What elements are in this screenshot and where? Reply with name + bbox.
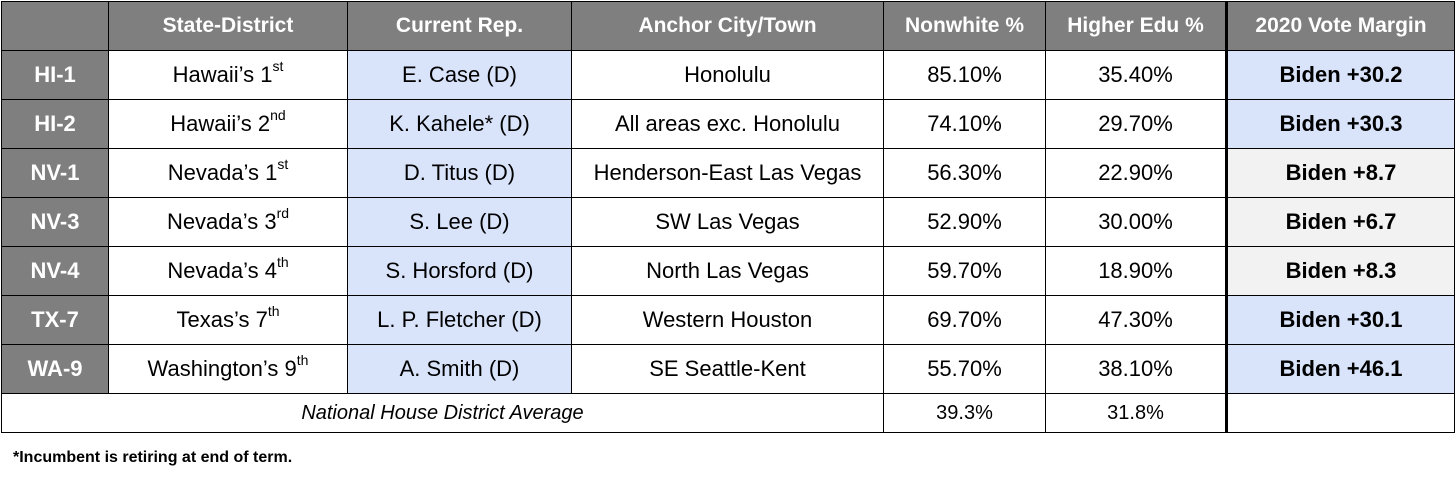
district-ordinal-suffix: th bbox=[267, 302, 280, 319]
district-ordinal-suffix: st bbox=[272, 57, 284, 74]
nonwhite-cell: 55.70% bbox=[883, 344, 1046, 394]
current-rep-cell: S. Horsford (D) bbox=[347, 246, 572, 296]
district-name-cell: Hawaii’s 2nd bbox=[108, 99, 348, 149]
table-row: HI-1 Hawaii’s 1st E. Case (D) Honolulu 85.10… bbox=[1, 50, 1455, 100]
district-name-cell: Nevada’s 1st bbox=[108, 148, 348, 198]
vote-margin-cell: Biden +8.3 bbox=[1225, 246, 1455, 296]
current-rep-cell: A. Smith (D) bbox=[347, 344, 572, 394]
anchor-city-cell: North Las Vegas bbox=[571, 246, 884, 296]
district-table: State-District Current Rep. Anchor City/… bbox=[1, 1, 1455, 433]
district-name-cell: Washington’s 9th bbox=[108, 344, 348, 394]
district-name: Hawaii’s 2 bbox=[170, 111, 271, 136]
district-ordinal-suffix: nd bbox=[270, 106, 286, 123]
anchor-city-cell: Honolulu bbox=[571, 50, 884, 100]
anchor-city-cell: SE Seattle-Kent bbox=[571, 344, 884, 394]
header-rep: Current Rep. bbox=[347, 1, 572, 51]
anchor-city-cell: SW Las Vegas bbox=[571, 197, 884, 247]
average-edu: 31.8% bbox=[1045, 393, 1227, 433]
vote-margin-cell: Biden +30.2 bbox=[1225, 50, 1455, 100]
nonwhite-cell: 69.70% bbox=[883, 295, 1046, 345]
header-code bbox=[1, 1, 109, 51]
nonwhite-cell: 74.10% bbox=[883, 99, 1046, 149]
table-row: NV-4 Nevada’s 4th S. Horsford (D) North Las… bbox=[1, 246, 1455, 296]
footnote: *Incumbent is retiring at end of term. bbox=[13, 449, 293, 466]
table-row: NV-3 Nevada’s 3rd S. Lee (D) SW Las Vegas 52… bbox=[1, 197, 1455, 247]
vote-margin-cell: Biden +6.7 bbox=[1225, 197, 1455, 247]
header-nonwhite: Nonwhite % bbox=[883, 1, 1046, 51]
current-rep-cell: D. Titus (D) bbox=[347, 148, 572, 198]
table-row: TX-7 Texas’s 7th L. P. Fletcher (D) Western… bbox=[1, 295, 1455, 345]
district-ordinal-suffix: th bbox=[296, 351, 309, 368]
district-name: Nevada’s 4 bbox=[167, 258, 277, 283]
header-district: State-District bbox=[108, 1, 348, 51]
table-row: HI-2 Hawaii’s 2nd K. Kahele* (D) All areas … bbox=[1, 99, 1455, 149]
district-code-cell: WA-9 bbox=[1, 344, 109, 394]
district-name-cell: Nevada’s 4th bbox=[108, 246, 348, 296]
current-rep-cell: S. Lee (D) bbox=[347, 197, 572, 247]
nonwhite-cell: 52.90% bbox=[883, 197, 1046, 247]
anchor-city-cell: Western Houston bbox=[571, 295, 884, 345]
district-name-cell: Hawaii’s 1st bbox=[108, 50, 348, 100]
vote-margin-cell: Biden +30.3 bbox=[1225, 99, 1455, 149]
district-name: Nevada’s 1 bbox=[167, 160, 278, 185]
district-ordinal-suffix: th bbox=[276, 253, 289, 270]
average-row: National House District Average 39.3% 31… bbox=[1, 393, 1455, 433]
current-rep-cell: E. Case (D) bbox=[347, 50, 572, 100]
table-row: NV-1 Nevada’s 1st D. Titus (D) Henderson-Ea… bbox=[1, 148, 1455, 198]
table-row: WA-9 Washington’s 9th A. Smith (D) SE Seatt… bbox=[1, 344, 1455, 394]
nonwhite-cell: 59.70% bbox=[883, 246, 1046, 296]
higher-edu-cell: 30.00% bbox=[1045, 197, 1227, 247]
district-code-cell: TX-7 bbox=[1, 295, 109, 345]
higher-edu-cell: 22.90% bbox=[1045, 148, 1227, 198]
district-code-cell: HI-1 bbox=[1, 50, 109, 100]
average-nonwhite: 39.3% bbox=[883, 393, 1046, 433]
district-name-cell: Texas’s 7th bbox=[108, 295, 348, 345]
district-code-cell: HI-2 bbox=[1, 99, 109, 149]
district-name: Washington’s 9 bbox=[147, 356, 297, 381]
district-ordinal-suffix: st bbox=[277, 155, 289, 172]
vote-margin-cell: Biden +46.1 bbox=[1225, 344, 1455, 394]
district-code-cell: NV-4 bbox=[1, 246, 109, 296]
vote-margin-cell: Biden +8.7 bbox=[1225, 148, 1455, 198]
header-city: Anchor City/Town bbox=[571, 1, 884, 51]
district-name-cell: Nevada’s 3rd bbox=[108, 197, 348, 247]
district-name: Nevada’s 3 bbox=[166, 209, 277, 234]
anchor-city-cell: All areas exc. Honolulu bbox=[571, 99, 884, 149]
header-edu: Higher Edu % bbox=[1045, 1, 1227, 51]
district-code-cell: NV-3 bbox=[1, 197, 109, 247]
higher-edu-cell: 35.40% bbox=[1045, 50, 1227, 100]
nonwhite-cell: 85.10% bbox=[883, 50, 1046, 100]
header-row: State-District Current Rep. Anchor City/… bbox=[1, 1, 1455, 51]
vote-margin-cell: Biden +30.1 bbox=[1225, 295, 1455, 345]
average-margin bbox=[1225, 393, 1455, 433]
average-label: National House District Average bbox=[1, 393, 884, 433]
nonwhite-cell: 56.30% bbox=[883, 148, 1046, 198]
district-ordinal-suffix: rd bbox=[276, 204, 290, 221]
higher-edu-cell: 29.70% bbox=[1045, 99, 1227, 149]
current-rep-cell: L. P. Fletcher (D) bbox=[347, 295, 572, 345]
district-name: Hawaii’s 1 bbox=[172, 62, 273, 87]
higher-edu-cell: 47.30% bbox=[1045, 295, 1227, 345]
header-margin: 2020 Vote Margin bbox=[1225, 1, 1455, 51]
higher-edu-cell: 38.10% bbox=[1045, 344, 1227, 394]
district-name: Texas’s 7 bbox=[176, 307, 268, 332]
anchor-city-cell: Henderson-East Las Vegas bbox=[571, 148, 884, 198]
current-rep-cell: K. Kahele* (D) bbox=[347, 99, 572, 149]
district-code-cell: NV-1 bbox=[1, 148, 109, 198]
higher-edu-cell: 18.90% bbox=[1045, 246, 1227, 296]
